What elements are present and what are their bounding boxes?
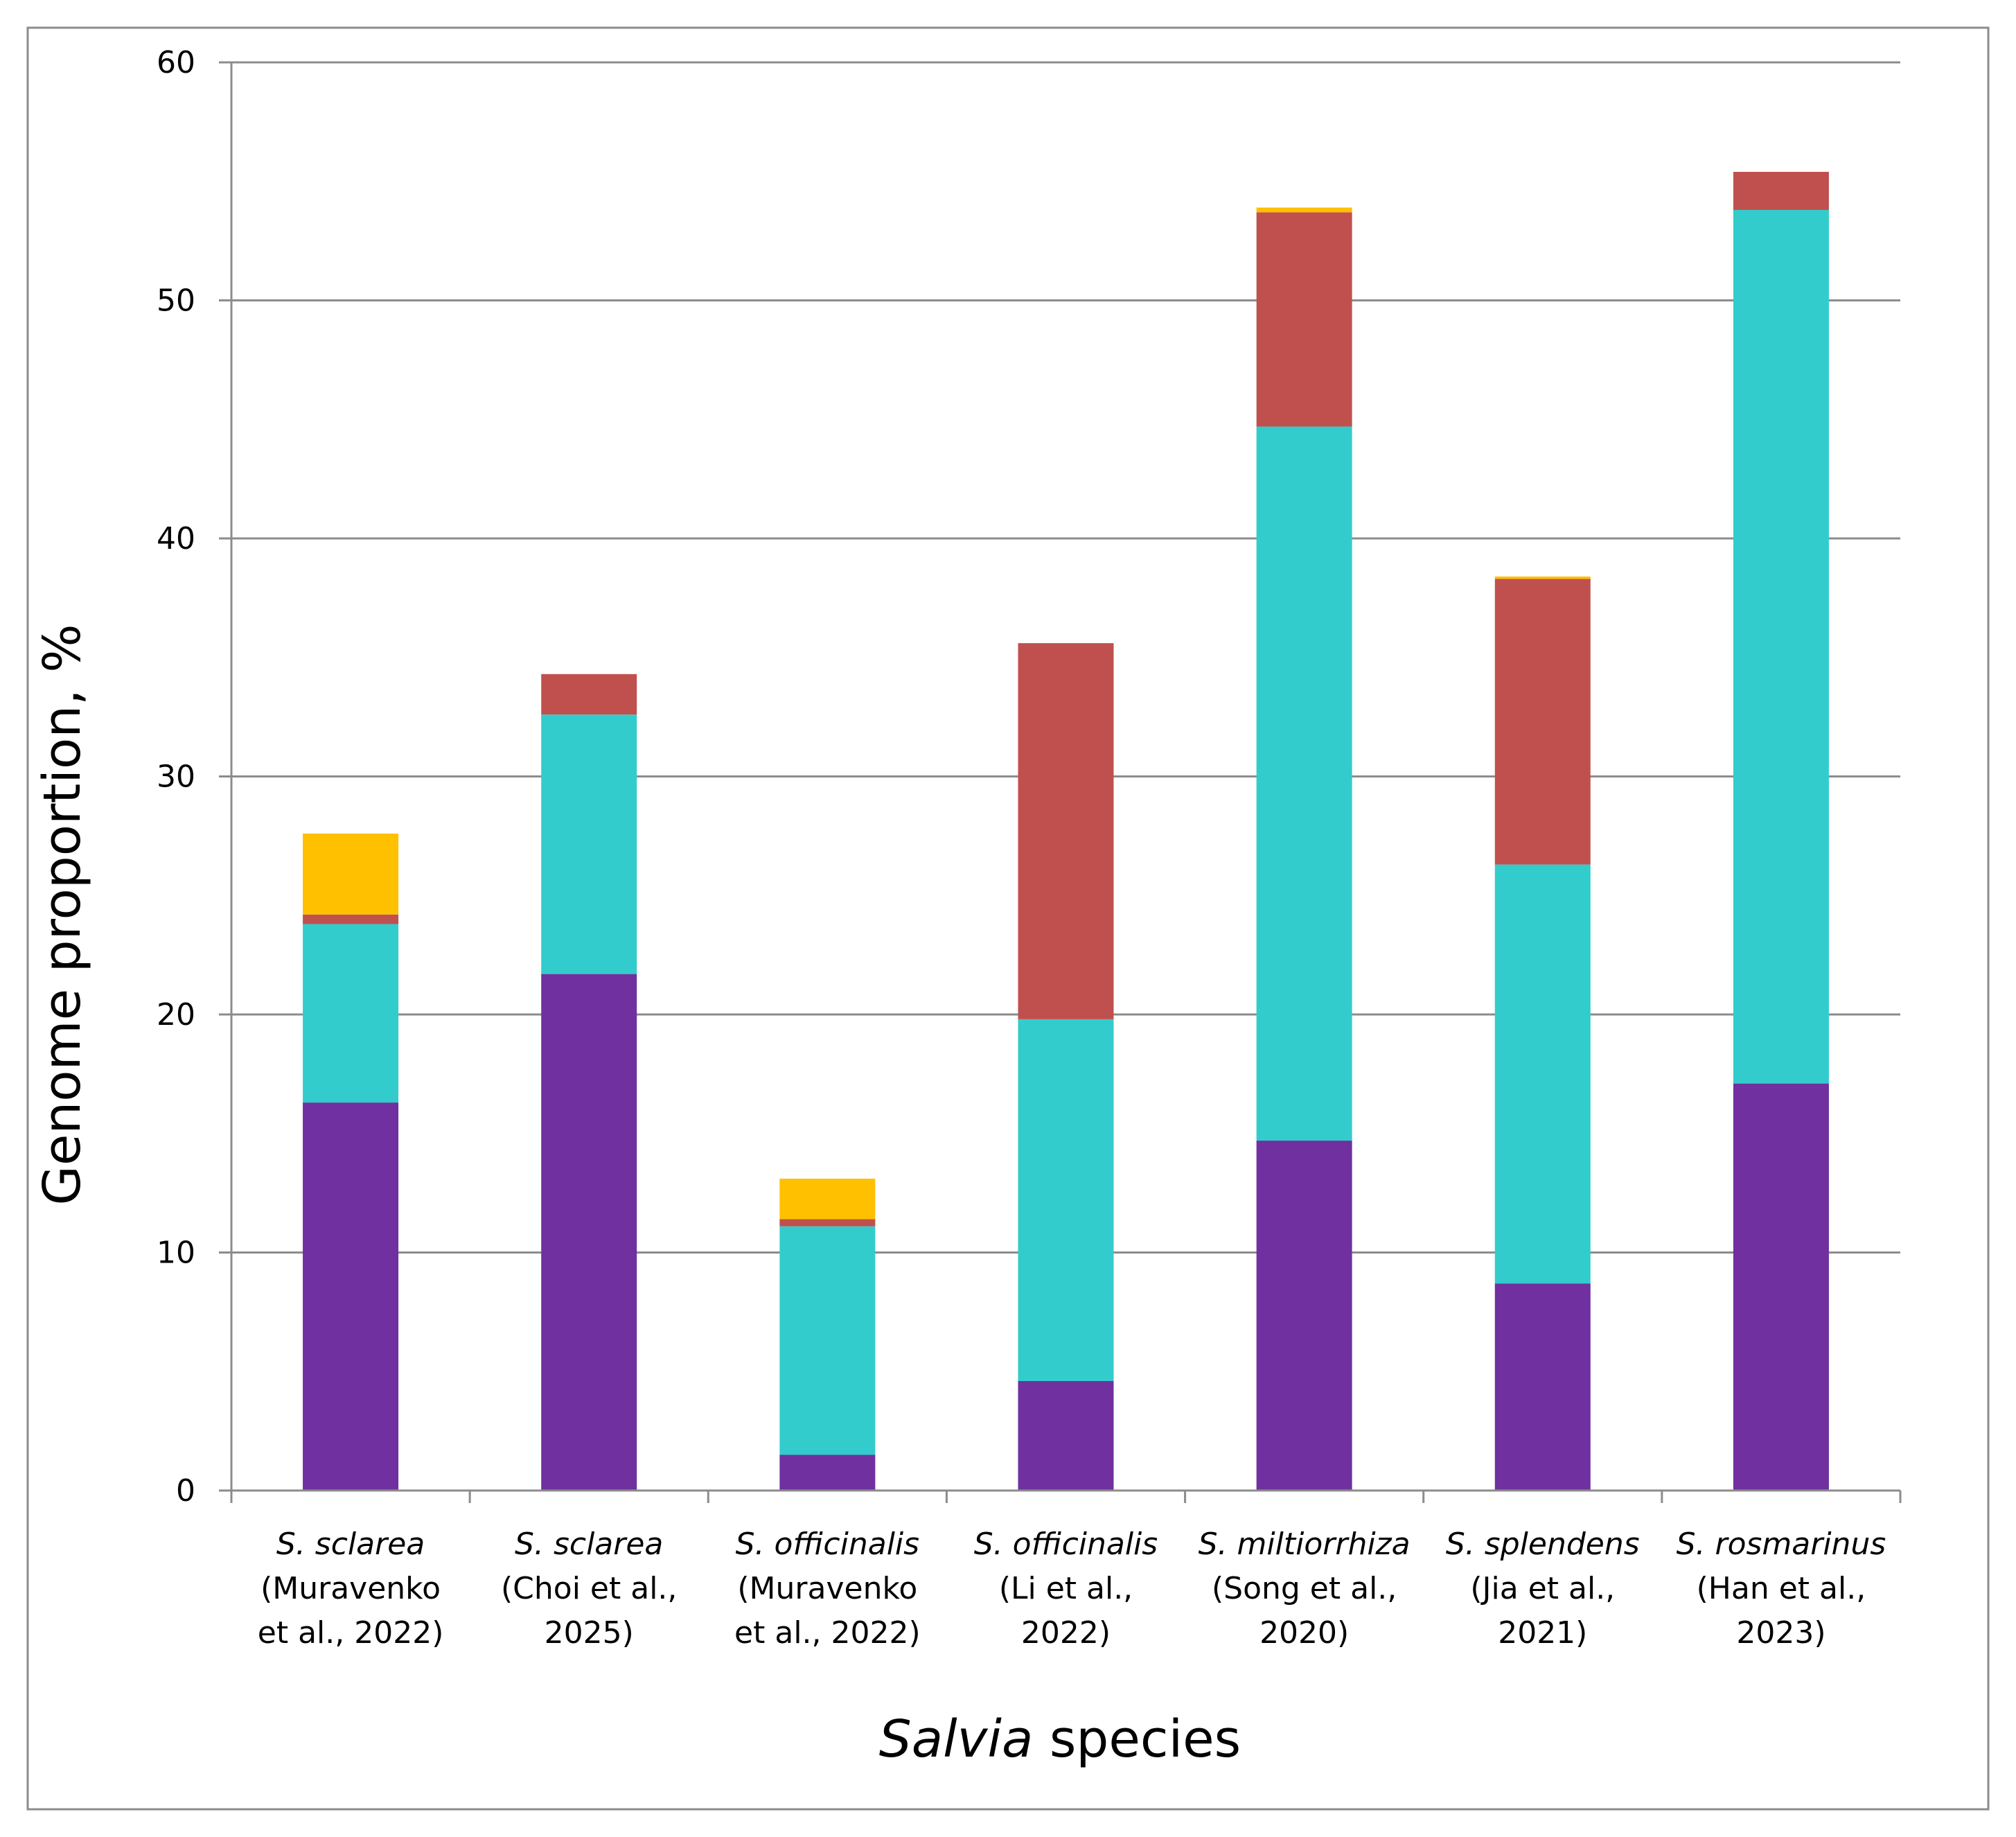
x-tick-label-reference: 2020) xyxy=(1259,1615,1349,1651)
x-axis-title-rest: species xyxy=(1033,1709,1241,1769)
bar-segment xyxy=(1733,209,1829,1084)
x-tick-label-species: S. officinalis xyxy=(736,1527,919,1562)
x-tick-label-species: S. splendens xyxy=(1446,1527,1640,1562)
axes xyxy=(219,61,1902,1503)
bar-segment xyxy=(1018,1019,1114,1381)
x-tick-label-reference: (Li et al., xyxy=(999,1571,1133,1606)
y-tick-label: 30 xyxy=(157,759,195,795)
bar-segment xyxy=(1733,172,1829,210)
bar-segment xyxy=(1018,643,1114,1019)
x-tick-label-species: S. sclarea xyxy=(276,1527,425,1562)
gridlines xyxy=(231,61,1900,1254)
x-tick-label-reference: 2022) xyxy=(1021,1615,1111,1651)
bar-segment xyxy=(1494,579,1591,865)
bar-segment xyxy=(1733,1083,1829,1491)
x-tick-label-reference: 2021) xyxy=(1498,1615,1587,1651)
x-axis-title: Salvia species xyxy=(879,1709,1241,1769)
x-tick-label-reference: (Muravenko xyxy=(737,1571,917,1606)
x-tick-label-species: S. officinalis xyxy=(974,1527,1158,1562)
bars xyxy=(303,172,1829,1491)
x-tick-label-reference: (Muravenko xyxy=(260,1571,441,1606)
y-tick-label: 40 xyxy=(157,521,195,556)
y-tick-label: 0 xyxy=(176,1473,195,1509)
y-axis-title: Genome proportion, % xyxy=(33,624,92,1205)
bar-segment xyxy=(541,974,637,1491)
y-tick-label: 20 xyxy=(157,997,195,1032)
bar-segment xyxy=(1256,207,1352,213)
bar-segment xyxy=(1256,1141,1352,1491)
x-tick-label-reference: (Song et al., xyxy=(1212,1571,1397,1606)
bar-segment xyxy=(779,1219,876,1227)
bar-segment xyxy=(303,914,399,924)
x-axis-title-genus: Salvia xyxy=(879,1709,1034,1769)
bar-segment xyxy=(1018,1380,1114,1491)
bar-segment xyxy=(541,674,637,715)
y-tick-label: 50 xyxy=(157,283,195,319)
x-tick-label-reference: 2023) xyxy=(1736,1615,1825,1651)
bar-segment xyxy=(303,924,399,1103)
bar-segment xyxy=(1256,212,1352,427)
y-tick-label: 10 xyxy=(157,1236,195,1271)
bar-segment xyxy=(303,1102,399,1491)
x-tick-label-reference: 2025) xyxy=(545,1615,634,1651)
x-tick-label-reference: et al., 2022) xyxy=(734,1615,921,1651)
bar-segment xyxy=(1494,1283,1591,1491)
bar-segment xyxy=(779,1454,876,1491)
labels: 0 10 20 30 40 50 60 S. sclarea (Muravenko et al.,… xyxy=(157,45,1886,1651)
x-tick-label-species: S. sclarea xyxy=(515,1527,663,1562)
bar-segment xyxy=(541,714,637,974)
x-tick-label-reference: (Jia et al., xyxy=(1470,1571,1615,1606)
x-tick-label-reference: (Choi et al., xyxy=(501,1571,677,1606)
bar-segment xyxy=(779,1179,876,1220)
x-tick-label-reference: et al., 2022) xyxy=(258,1615,444,1651)
bar-segment xyxy=(1256,426,1352,1141)
bar-segment xyxy=(779,1226,876,1455)
bar-segment xyxy=(1494,576,1591,579)
x-tick-label-reference: (Han et al., xyxy=(1697,1571,1866,1606)
x-tick-label-species: S. rosmarinus xyxy=(1677,1527,1886,1562)
x-tick-label-species: S. miltiorrhiza xyxy=(1199,1527,1411,1562)
bar-segment xyxy=(303,833,399,915)
bar-segment xyxy=(1494,864,1591,1284)
y-tick-label: 60 xyxy=(157,45,195,80)
